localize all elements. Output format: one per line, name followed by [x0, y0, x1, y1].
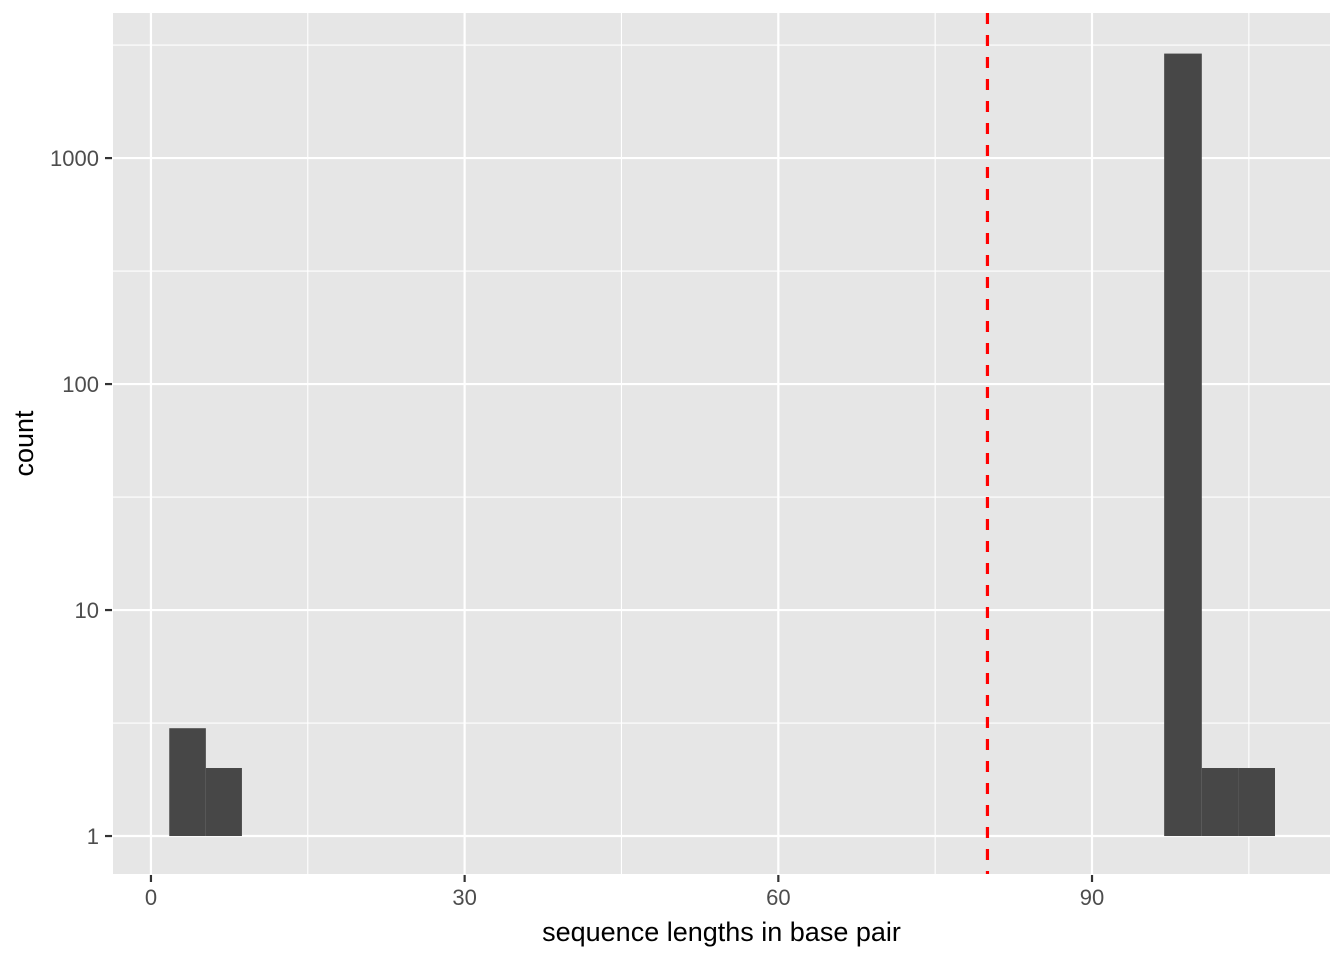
y-axis-title: count	[9, 410, 39, 477]
histogram-bar	[1238, 768, 1276, 837]
y-tick-label: 10	[75, 598, 99, 623]
histogram-bar	[1201, 768, 1239, 837]
x-tick-label: 30	[452, 885, 476, 910]
y-tick-label: 1000	[50, 146, 99, 171]
x-tick-label: 90	[1080, 885, 1104, 910]
panel-background	[113, 13, 1330, 874]
x-axis-title: sequence lengths in base pair	[542, 917, 901, 947]
y-tick-label: 100	[62, 372, 99, 397]
histogram-bar	[1164, 53, 1202, 837]
y-tick-label: 1	[87, 824, 99, 849]
x-tick-label: 0	[145, 885, 157, 910]
histogram-bar	[205, 768, 242, 837]
x-tick-label: 60	[766, 885, 790, 910]
histogram-bar	[169, 728, 206, 837]
